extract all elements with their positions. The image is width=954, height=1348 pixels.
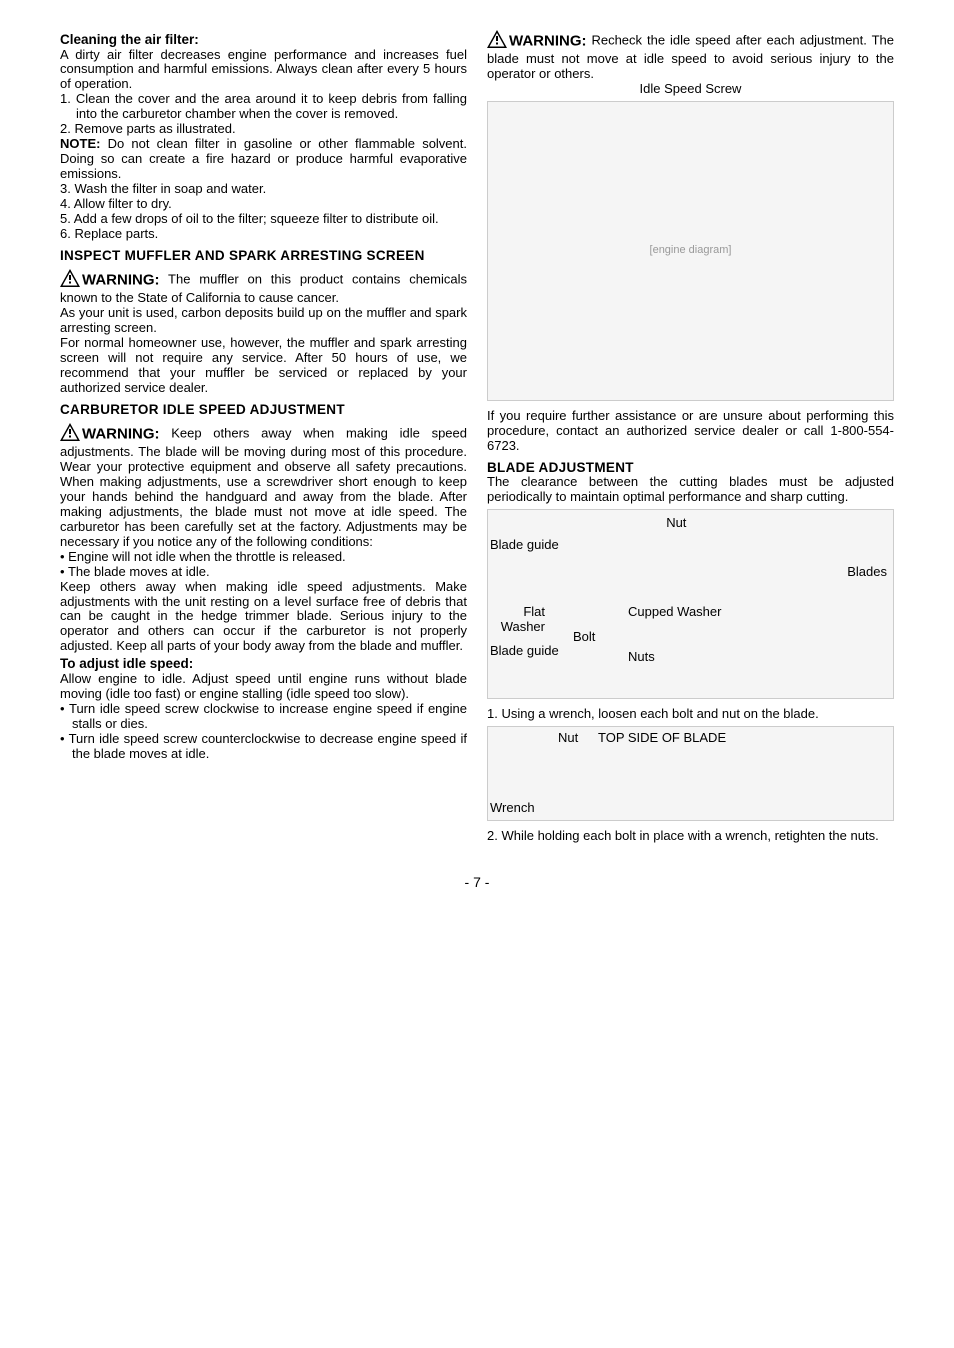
list-item: Turn idle speed screw clockwise to incre… bbox=[60, 702, 467, 732]
list-item: 2. While holding each bolt in place with… bbox=[487, 829, 894, 844]
warning-block: WARNING: Keep others away when making id… bbox=[60, 423, 467, 550]
ordered-list: 2. While holding each bolt in place with… bbox=[487, 829, 894, 844]
ordered-list: 1. Clean the cover and the area around i… bbox=[60, 92, 467, 137]
list-item: 4. Allow filter to dry. bbox=[60, 197, 467, 212]
figure-label-nut: Nut bbox=[558, 731, 578, 746]
page-number: - 7 - bbox=[60, 874, 894, 890]
list-item: Turn idle speed screw counterclockwise t… bbox=[60, 732, 467, 762]
figure-label-nut: Nut bbox=[666, 516, 686, 531]
warning-icon bbox=[60, 423, 80, 445]
heading-adjust-idle: To adjust idle speed: bbox=[60, 656, 467, 672]
figure-label-nuts: Nuts bbox=[628, 650, 655, 665]
warning-block: WARNING: The muffler on this product con… bbox=[60, 269, 467, 306]
figure-label-blades: Blades bbox=[847, 565, 887, 580]
figure-label-flat-washer: Flat Washer bbox=[490, 605, 545, 635]
warning-block: WARNING: Recheck the idle speed after ea… bbox=[487, 30, 894, 82]
list-item: The blade moves at idle. bbox=[60, 565, 467, 580]
list-item: 6. Replace parts. bbox=[60, 227, 467, 242]
warning-label: WARNING: bbox=[82, 426, 160, 443]
figure-label-blade-guide-2: Blade guide bbox=[490, 644, 559, 659]
warning-text: Keep others away when making idle speed … bbox=[60, 426, 467, 549]
paragraph: Keep others away when making idle speed … bbox=[60, 580, 467, 655]
ordered-list: 3. Wash the filter in soap and water. 4.… bbox=[60, 182, 467, 242]
figure-caption: Idle Speed Screw bbox=[487, 82, 894, 97]
heading-cleaning-air-filter: Cleaning the air filter: bbox=[60, 32, 467, 48]
list-item: 1. Clean the cover and the area around i… bbox=[60, 92, 467, 122]
heading-blade-adjustment: BLADE ADJUSTMENT bbox=[487, 460, 894, 476]
note-paragraph: NOTE: Do not clean filter in gasoline or… bbox=[60, 137, 467, 182]
figure-label-bolt: Bolt bbox=[573, 630, 595, 645]
bullet-list: Turn idle speed screw clockwise to incre… bbox=[60, 702, 467, 762]
paragraph: For normal homeowner use, however, the m… bbox=[60, 336, 467, 396]
heading-carburetor-idle: CARBURETOR IDLE SPEED ADJUSTMENT bbox=[60, 402, 467, 418]
figure-label-wrench: Wrench bbox=[490, 801, 535, 816]
left-column: Cleaning the air filter: A dirty air fil… bbox=[60, 30, 467, 844]
figure-label-top-side: TOP SIDE OF BLADE bbox=[598, 731, 726, 746]
list-item: 5. Add a few drops of oil to the filter;… bbox=[60, 212, 467, 227]
list-item: 2. Remove parts as illustrated. bbox=[60, 122, 467, 137]
two-column-layout: Cleaning the air filter: A dirty air fil… bbox=[60, 30, 894, 844]
figure-label-cupped-washer: Cupped Washer bbox=[628, 605, 721, 620]
list-item: 1. Using a wrench, loosen each bolt and … bbox=[487, 707, 894, 722]
list-item: 3. Wash the filter in soap and water. bbox=[60, 182, 467, 197]
figure-idle-speed-screw: [engine diagram] bbox=[487, 101, 894, 401]
list-item: Engine will not idle when the throttle i… bbox=[60, 550, 467, 565]
ordered-list: 1. Using a wrench, loosen each bolt and … bbox=[487, 707, 894, 722]
bullet-list: Engine will not idle when the throttle i… bbox=[60, 550, 467, 580]
paragraph: As your unit is used, carbon deposits bu… bbox=[60, 306, 467, 336]
warning-icon bbox=[487, 30, 507, 52]
paragraph: If you require further assistance or are… bbox=[487, 409, 894, 454]
right-column: WARNING: Recheck the idle speed after ea… bbox=[487, 30, 894, 844]
warning-label: WARNING: bbox=[82, 272, 160, 289]
figure-blade-top: Nut TOP SIDE OF BLADE Wrench bbox=[487, 726, 894, 821]
warning-label: WARNING: bbox=[509, 32, 587, 49]
figure-blade-assembly: Nut Blade guide Blades Flat Washer Cuppe… bbox=[487, 509, 894, 699]
figure-label-blade-guide: Blade guide bbox=[490, 538, 559, 553]
note-label: NOTE: bbox=[60, 136, 100, 151]
warning-icon bbox=[60, 269, 80, 291]
heading-inspect-muffler: INSPECT MUFFLER AND SPARK ARRESTING SCRE… bbox=[60, 248, 467, 264]
note-text: Do not clean filter in gasoline or other… bbox=[60, 136, 467, 181]
paragraph: A dirty air filter decreases engine perf… bbox=[60, 48, 467, 93]
paragraph: The clearance between the cutting blades… bbox=[487, 475, 894, 505]
paragraph: Allow engine to idle. Adjust speed until… bbox=[60, 672, 467, 702]
